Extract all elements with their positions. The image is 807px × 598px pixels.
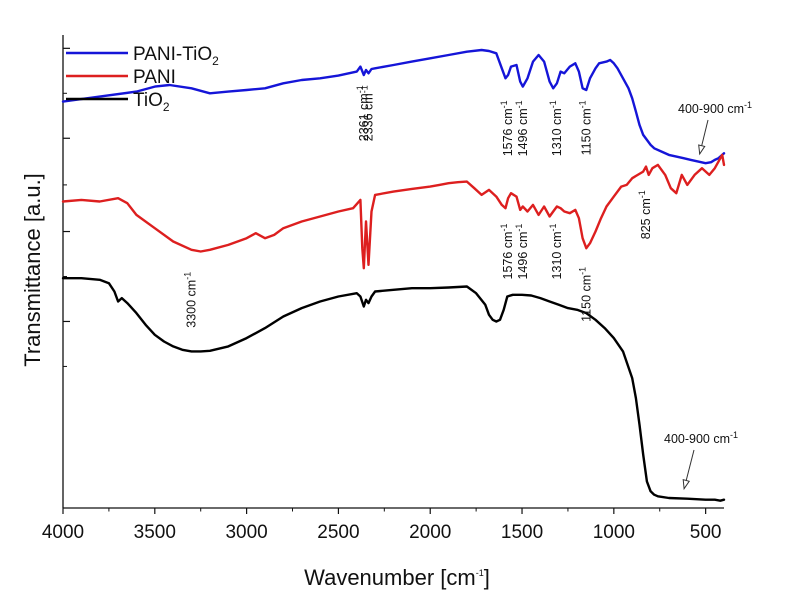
x-tick-label: 1500	[501, 522, 543, 543]
x-axis-title: Wavenumber [cm-1]	[304, 565, 490, 590]
legend-entry: PANI-TiO2	[133, 44, 219, 68]
series-line-pani-tio	[61, 48, 726, 165]
legend-entry: PANI	[133, 67, 176, 88]
x-tick-label: 500	[690, 522, 722, 543]
x-tick-label: 3500	[134, 522, 176, 543]
x-tick-label: 3000	[225, 522, 267, 543]
y-axis-title: Transmittance [a.u.]	[20, 173, 45, 367]
peak-label-p-1310: 1310 cm-1	[548, 223, 564, 279]
peak-label-pt-2336: 2336 cm-1	[360, 85, 376, 141]
annotation-arrow-head	[698, 144, 706, 156]
x-tick-label: 4000	[42, 522, 84, 543]
annotation-arrow-head	[682, 479, 691, 491]
peak-label-pt-2361: 2361 cm-1	[355, 85, 371, 141]
x-tick-label: 1000	[593, 522, 635, 543]
arrow-label-arrow-tio: 400-900 cm-1	[664, 430, 738, 446]
peak-label-pt-3300: 3300 cm-1	[183, 272, 199, 328]
peak-label-p-1496: 1496 cm-1	[514, 224, 530, 280]
ticks: 4000 3500 3000 2500 2000 1500 1000 500	[42, 47, 722, 543]
series-line-tio	[61, 277, 726, 502]
peak-label-p-825: 825 cm-1	[637, 190, 653, 239]
x-tick-label: 2500	[317, 522, 359, 543]
x-tick-label: 2000	[409, 522, 451, 543]
series-line-pani	[61, 153, 726, 270]
peak-label-pt-1576: 1576 cm-1	[499, 100, 515, 156]
legend-entry: TiO2	[133, 90, 170, 114]
peak-label-p-1576: 1576 cm-1	[499, 224, 515, 280]
peak-label-pt-1496: 1496 cm-1	[514, 100, 530, 156]
arrow-label-arrow-pti: 400-900 cm-1	[678, 100, 752, 116]
peak-label-pt-1150: 1150 cm-1	[577, 100, 593, 155]
peak-label-pt-1310: 1310 cm-1	[548, 100, 564, 156]
peak-label-p-1150: 1150 cm-1	[577, 267, 593, 322]
series-layer	[61, 48, 726, 502]
